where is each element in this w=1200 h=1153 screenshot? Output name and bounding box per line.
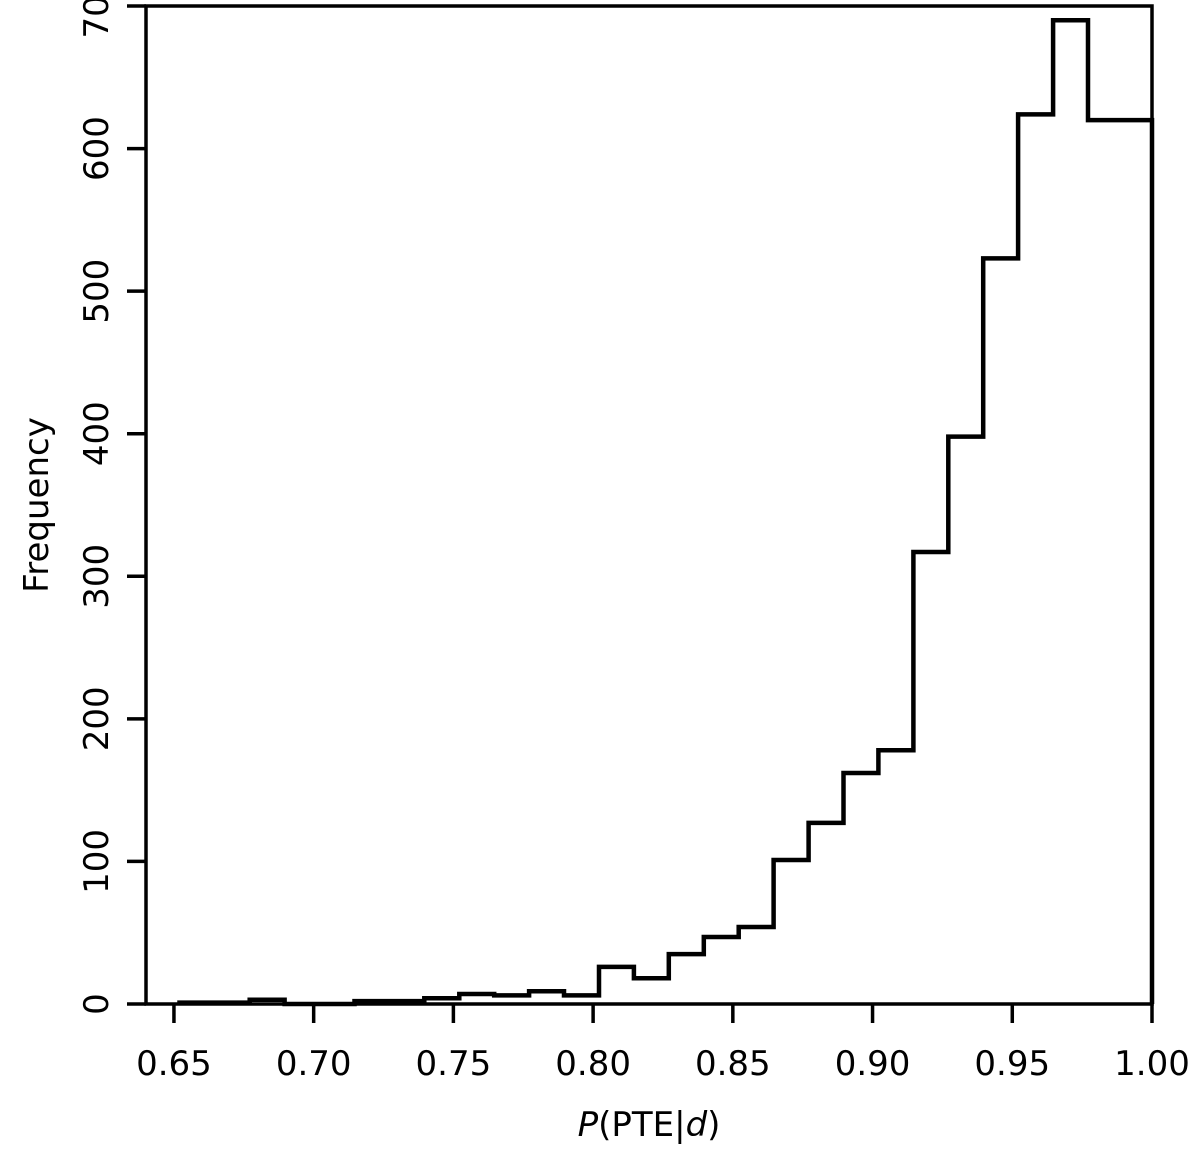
x-tick-label: 0.85 <box>695 1044 771 1084</box>
x-axis-label-suffix: ) <box>707 1105 720 1145</box>
x-tick-label: 0.90 <box>835 1044 911 1084</box>
y-tick-label: 400 <box>77 401 117 466</box>
x-tick-label: 0.70 <box>276 1044 352 1084</box>
x-tick-label: 0.65 <box>136 1044 212 1084</box>
y-tick-label: 300 <box>77 544 117 609</box>
y-tick-label: 500 <box>77 259 117 324</box>
x-axis-label-italic-p: P <box>578 1105 599 1145</box>
y-axis-label: Frequency <box>17 417 57 593</box>
x-axis-label: P(PTE|d) <box>578 1105 721 1145</box>
y-tick-label: 600 <box>77 116 117 181</box>
x-tick-label: 0.80 <box>555 1044 631 1084</box>
y-axis-ticks: 0 100 200 300 400 500 600 700 <box>77 0 146 1015</box>
y-tick-label: 100 <box>77 829 117 894</box>
x-tick-label: 0.75 <box>416 1044 492 1084</box>
x-axis-ticks: 0.65 0.70 0.75 0.80 0.85 0.90 0.95 1.00 <box>136 1004 1190 1084</box>
y-tick-label: 0 <box>77 993 117 1015</box>
y-tick-label: 700 <box>77 0 117 38</box>
plot-frame <box>144 4 1154 1006</box>
histogram-step-line <box>177 18 1155 1007</box>
y-tick-label: 200 <box>77 686 117 751</box>
x-axis-label-middle: (PTE| <box>598 1105 685 1145</box>
x-tick-label: 1.00 <box>1114 1044 1190 1084</box>
x-tick-label: 0.95 <box>974 1044 1050 1084</box>
x-axis-label-italic-d: d <box>686 1105 708 1145</box>
